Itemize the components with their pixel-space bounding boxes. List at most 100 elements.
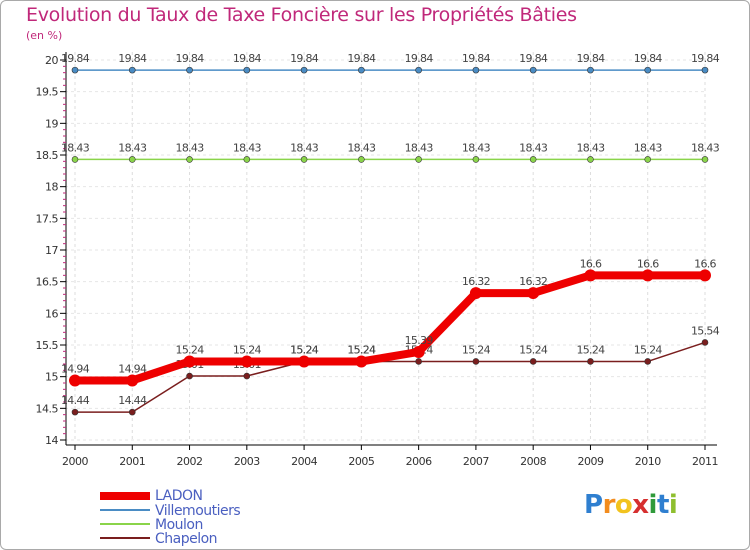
y-tick-label: 16.5	[36, 276, 59, 289]
chart-title: Evolution du Taux de Taxe Foncière sur l…	[26, 4, 577, 26]
data-point-villemoutiers	[701, 66, 709, 74]
y-tick-label: 18.5	[36, 149, 59, 162]
proxiti-logo: Proxiti	[584, 490, 678, 520]
data-label-moulon: 18.43	[176, 141, 205, 154]
y-tick-label: 17.5	[36, 212, 59, 225]
x-tick-label: 2003	[234, 455, 260, 468]
legend-label-moulon: Moulon	[155, 517, 203, 533]
data-point-chapelon	[701, 339, 709, 346]
data-point-chapelon	[243, 372, 251, 380]
legend-swatch-moulon	[100, 523, 150, 525]
y-tick-label: 16	[45, 307, 58, 320]
logo-letter: o	[614, 490, 633, 520]
data-label-moulon: 18.43	[290, 141, 319, 154]
data-point-ladon	[126, 374, 139, 387]
data-label-chapelon: 15.24	[347, 343, 376, 356]
data-label-ladon: 15.39	[405, 334, 434, 347]
data-point-moulon	[587, 156, 594, 163]
y-tick-label: 17	[45, 244, 58, 257]
data-point-ladon	[298, 355, 311, 368]
data-label-moulon: 18.43	[118, 141, 147, 154]
legend-label-villemoutiers: Villemoutiers	[155, 503, 241, 519]
data-point-moulon	[128, 156, 136, 163]
data-label-villemoutiers: 19.84	[519, 52, 548, 65]
data-point-moulon	[71, 156, 79, 163]
data-label-villemoutiers: 19.84	[462, 52, 491, 65]
data-label-ladon: 15.24	[233, 343, 262, 356]
data-point-villemoutiers	[128, 66, 136, 74]
x-tick-label: 2002	[177, 455, 203, 468]
x-tick-label: 2009	[577, 455, 603, 468]
data-label-chapelon: 15.24	[462, 343, 491, 356]
data-label-ladon: 15.24	[290, 343, 319, 356]
data-label-chapelon: 14.44	[61, 394, 90, 407]
data-point-ladon	[240, 355, 253, 368]
data-point-moulon	[529, 156, 537, 163]
data-label-moulon: 18.43	[691, 141, 720, 154]
data-point-villemoutiers	[300, 66, 308, 74]
data-label-villemoutiers: 19.84	[576, 52, 605, 65]
y-tick-label: 14.5	[36, 402, 59, 415]
legend-swatch-ladon	[100, 492, 150, 500]
data-label-moulon: 18.43	[634, 141, 663, 154]
y-tick-label: 14	[45, 434, 58, 447]
data-point-moulon	[644, 156, 652, 163]
data-label-ladon: 14.94	[118, 362, 147, 375]
data-point-chapelon	[529, 358, 537, 365]
y-tick-label: 15.5	[36, 339, 59, 352]
series-line-ladon	[71, 271, 709, 385]
chart-unit-label: (en %)	[26, 29, 63, 42]
data-label-villemoutiers: 19.84	[347, 52, 376, 65]
data-label-ladon: 16.32	[519, 275, 547, 288]
y-tick-label: 18	[45, 181, 58, 194]
logo-letter: t	[656, 490, 669, 520]
x-tick-label: 2011	[692, 455, 718, 468]
data-label-moulon: 18.43	[347, 141, 376, 154]
data-label-villemoutiers: 19.84	[61, 52, 90, 65]
data-point-moulon	[701, 156, 709, 163]
data-point-chapelon	[71, 408, 79, 416]
data-label-ladon: 15.24	[347, 343, 376, 356]
data-point-villemoutiers	[587, 66, 594, 74]
data-label-ladon: 16.32	[462, 275, 490, 288]
data-point-moulon	[358, 156, 365, 163]
data-point-ladon	[469, 287, 482, 300]
data-point-chapelon	[128, 408, 136, 416]
data-point-chapelon	[186, 372, 193, 380]
data-point-ladon	[355, 355, 368, 368]
logo-letter: r	[602, 490, 616, 520]
logo-letter: P	[584, 490, 603, 520]
data-point-villemoutiers	[415, 66, 422, 74]
data-label-moulon: 18.43	[61, 141, 90, 154]
data-label-villemoutiers: 19.84	[233, 52, 262, 65]
y-tick-label: 19	[45, 117, 58, 130]
data-label-chapelon: 15.24	[576, 343, 605, 356]
data-point-villemoutiers	[472, 66, 480, 74]
data-point-chapelon	[415, 358, 422, 365]
legend-swatch-chapelon	[100, 537, 150, 539]
data-point-ladon	[527, 287, 540, 300]
data-label-villemoutiers: 19.84	[290, 52, 319, 65]
data-label-chapelon: 15.24	[290, 343, 319, 356]
data-label-chapelon: 15.24	[519, 343, 548, 356]
data-label-moulon: 18.43	[519, 141, 548, 154]
data-point-moulon	[415, 156, 422, 163]
data-point-villemoutiers	[644, 66, 652, 74]
y-tick-label: 15	[45, 371, 58, 384]
x-tick-label: 2004	[291, 455, 317, 468]
x-tick-label: 2010	[635, 455, 661, 468]
data-point-villemoutiers	[243, 66, 251, 74]
data-label-ladon: 14.94	[61, 362, 90, 375]
data-label-ladon: 16.6	[694, 257, 716, 270]
data-point-moulon	[243, 156, 251, 163]
data-point-moulon	[472, 156, 480, 163]
data-point-villemoutiers	[71, 66, 79, 74]
data-label-moulon: 18.43	[405, 141, 434, 154]
data-point-ladon	[584, 269, 597, 282]
logo-letter: i	[648, 490, 658, 520]
x-tick-label: 2008	[520, 455, 546, 468]
x-tick-label: 2005	[348, 455, 374, 468]
x-tick-label: 2007	[463, 455, 489, 468]
legend-swatch-villemoutiers	[100, 509, 150, 511]
